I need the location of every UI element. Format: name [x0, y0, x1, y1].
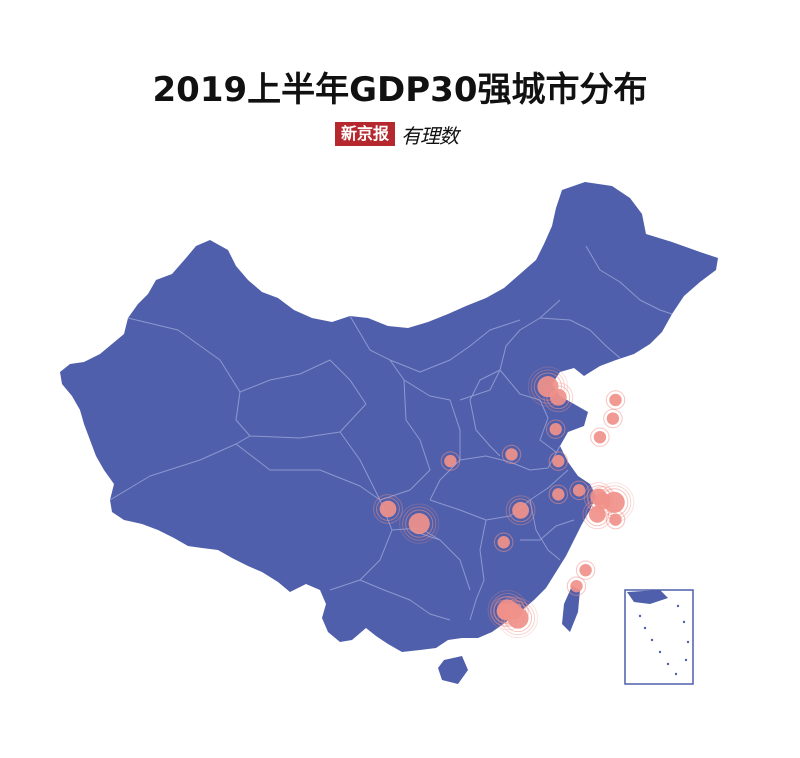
- hainan-shape: [438, 656, 468, 684]
- city-halo: [590, 427, 610, 447]
- city-dot: [505, 448, 518, 461]
- city-markers: [373, 366, 635, 639]
- city-halo: [566, 576, 587, 596]
- city-dot: [570, 579, 583, 593]
- city-halo: [582, 499, 613, 530]
- city-halo: [494, 532, 514, 552]
- city-marker: [575, 560, 596, 580]
- city-halo: [530, 369, 566, 404]
- city-dot: [572, 484, 586, 497]
- city-halo: [505, 495, 536, 526]
- city-halo: [508, 498, 533, 523]
- city-dot: [603, 491, 625, 513]
- city-dot: [549, 388, 567, 406]
- city-halo: [548, 451, 568, 471]
- city-halo: [440, 451, 461, 471]
- city-marker: [605, 390, 626, 410]
- city-dot: [549, 423, 562, 436]
- city-dot: [606, 412, 620, 425]
- city-marker: [505, 495, 536, 526]
- page-title: 2019上半年GDP30强城市分布: [152, 70, 648, 110]
- mainland-shape: [60, 182, 718, 652]
- city-marker: [566, 576, 587, 596]
- city-halo: [500, 600, 536, 636]
- city-marker: [399, 503, 440, 544]
- city-halo: [543, 382, 574, 413]
- city-marker: [501, 444, 522, 465]
- map-land: [60, 182, 718, 684]
- city-dot: [579, 563, 592, 577]
- city-marker: [494, 532, 514, 552]
- city-dot: [609, 513, 622, 526]
- city-dot: [588, 505, 606, 523]
- city-dot: [609, 393, 622, 407]
- city-marker: [440, 451, 461, 471]
- city-dot: [444, 454, 457, 468]
- city-halo: [503, 603, 533, 633]
- city-halo: [605, 509, 626, 530]
- city-dot: [552, 488, 565, 501]
- city-halo: [585, 502, 610, 527]
- city-marker: [497, 597, 539, 639]
- city-halo: [501, 444, 522, 465]
- city-halo: [373, 494, 403, 524]
- city-marker: [603, 408, 623, 429]
- city-halo: [487, 589, 528, 631]
- city-marker: [605, 509, 626, 530]
- city-dot: [593, 430, 607, 444]
- city-marker: [543, 382, 574, 413]
- city-halo: [527, 366, 569, 407]
- city-dot: [512, 501, 529, 519]
- city-marker: [582, 499, 613, 530]
- city-halo: [569, 480, 589, 501]
- city-marker: [569, 480, 589, 501]
- city-halo: [603, 408, 623, 429]
- city-dot: [379, 500, 397, 518]
- city-marker: [373, 494, 403, 524]
- taiwan-shape: [562, 586, 580, 632]
- city-halo: [605, 390, 626, 410]
- city-dot: [497, 536, 510, 549]
- city-dot: [507, 607, 529, 629]
- city-halo: [405, 509, 434, 538]
- city-marker: [548, 484, 568, 505]
- brand-subtitle: 有理数: [401, 123, 459, 148]
- city-halo: [402, 506, 437, 541]
- city-dot: [552, 454, 565, 468]
- city-halo: [399, 503, 440, 544]
- city-dot: [408, 513, 430, 535]
- city-halo: [546, 385, 571, 410]
- south-china-sea-inset: [624, 589, 694, 685]
- brand-logo: 新京报 有理数: [335, 120, 459, 148]
- city-marker: [548, 451, 568, 471]
- city-halo: [376, 497, 400, 521]
- city-halo: [546, 419, 566, 439]
- city-halo: [575, 560, 596, 580]
- brand-name: 新京报: [335, 122, 396, 146]
- city-halo: [497, 597, 539, 639]
- city-marker: [590, 427, 610, 447]
- city-marker: [546, 419, 566, 439]
- city-halo: [548, 484, 568, 505]
